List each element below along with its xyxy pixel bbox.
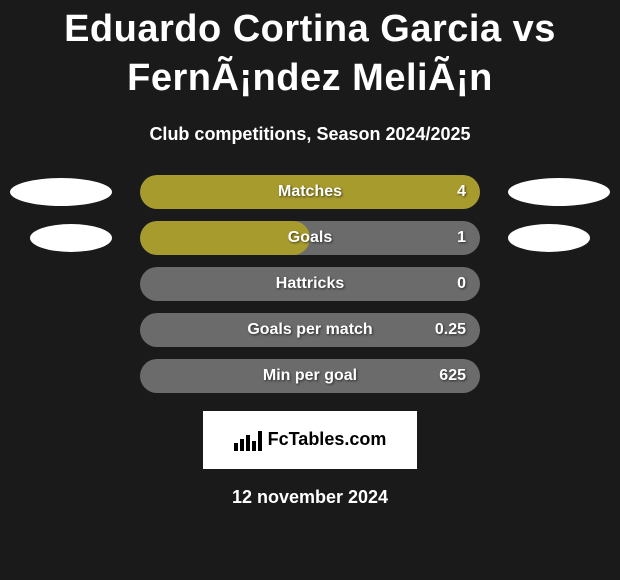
footer-badge: FcTables.com bbox=[203, 411, 417, 469]
stat-label: Goals per match bbox=[247, 321, 372, 339]
player-left-marker bbox=[30, 224, 112, 252]
stat-label: Hattricks bbox=[276, 275, 344, 293]
stat-value: 625 bbox=[439, 367, 466, 385]
stat-bar: Min per goal 625 bbox=[140, 359, 480, 393]
player-right-marker bbox=[508, 178, 610, 206]
subtitle: Club competitions, Season 2024/2025 bbox=[0, 124, 620, 145]
player-left-marker bbox=[10, 178, 112, 206]
bars-icon bbox=[234, 429, 262, 451]
page-title: Eduardo Cortina Garcia vs FernÃ¡ndez Mel… bbox=[0, 5, 620, 114]
player-right-marker bbox=[508, 224, 590, 252]
stats-list: Matches 4 Goals 1 Hattricks 0 Goals per match 0… bbox=[0, 175, 620, 393]
stat-value: 4 bbox=[457, 183, 466, 201]
stat-bar: Goals per match 0.25 bbox=[140, 313, 480, 347]
stat-row: Min per goal 625 bbox=[0, 359, 620, 393]
stat-value: 1 bbox=[457, 229, 466, 247]
stat-bar: Matches 4 bbox=[140, 175, 480, 209]
stat-value: 0 bbox=[457, 275, 466, 293]
date-text: 12 november 2024 bbox=[0, 487, 620, 508]
stat-row: Goals 1 bbox=[0, 221, 620, 255]
stat-bar: Goals 1 bbox=[140, 221, 480, 255]
footer-brand-text: FcTables.com bbox=[268, 429, 387, 450]
stat-label: Goals bbox=[288, 229, 332, 247]
stat-bar-fill bbox=[140, 221, 310, 255]
stat-label: Min per goal bbox=[263, 367, 357, 385]
stat-label: Matches bbox=[278, 183, 342, 201]
stat-row: Goals per match 0.25 bbox=[0, 313, 620, 347]
stat-row: Matches 4 bbox=[0, 175, 620, 209]
stat-value: 0.25 bbox=[435, 321, 466, 339]
comparison-infographic: Eduardo Cortina Garcia vs FernÃ¡ndez Mel… bbox=[0, 0, 620, 508]
stat-bar: Hattricks 0 bbox=[140, 267, 480, 301]
stat-row: Hattricks 0 bbox=[0, 267, 620, 301]
